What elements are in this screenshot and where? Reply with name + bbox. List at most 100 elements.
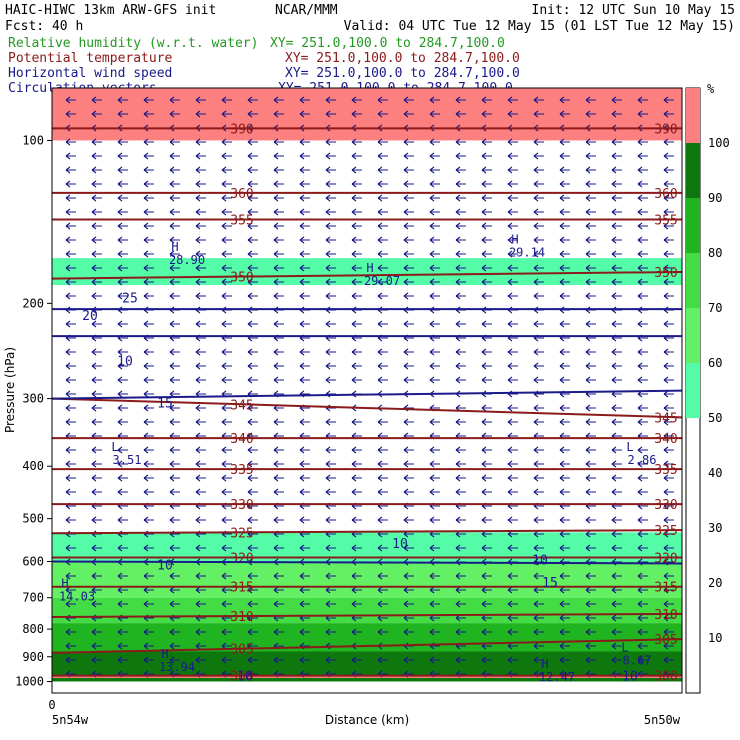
wind-vector <box>91 376 102 384</box>
wind-vector <box>663 404 674 412</box>
y-tick-label: 1000 <box>15 675 44 689</box>
wind-vector <box>429 362 440 370</box>
wind-vector <box>611 488 622 496</box>
wind-vector <box>481 292 492 300</box>
wind-vector <box>143 348 154 356</box>
wind-vector <box>247 222 258 230</box>
wind-vector <box>611 474 622 482</box>
wind-vector <box>195 292 206 300</box>
wind-vector <box>221 138 232 146</box>
wind-vector <box>325 656 336 664</box>
wind-vector <box>377 180 388 188</box>
wind-vector <box>611 418 622 426</box>
wind-vector <box>377 96 388 104</box>
wind-vector <box>169 572 180 580</box>
wind-vector <box>273 278 284 286</box>
wind-vector <box>195 278 206 286</box>
wind-vector <box>637 530 648 538</box>
wind-vector <box>195 446 206 454</box>
wind-vector <box>559 656 570 664</box>
wind-vector <box>611 530 622 538</box>
model-title: HAIC-HIWC 13km ARW-GFS init <box>5 3 216 18</box>
wind-vector <box>299 362 310 370</box>
wind-vector <box>143 362 154 370</box>
wind-vector <box>273 516 284 524</box>
wind-vector <box>221 544 232 552</box>
wind-vector <box>143 166 154 174</box>
rh-band <box>52 675 682 678</box>
wind-vector <box>273 446 284 454</box>
wind-vector <box>637 474 648 482</box>
wind-vector <box>221 404 232 412</box>
wind-vector <box>91 180 102 188</box>
wind-vector <box>221 418 232 426</box>
wind-vector <box>247 138 258 146</box>
wind-vector <box>351 320 362 328</box>
theta-contour-label: 345 <box>654 411 677 426</box>
wind-vector <box>299 138 310 146</box>
wind-vector <box>247 348 258 356</box>
wind-vector <box>663 292 674 300</box>
wind-vector <box>169 236 180 244</box>
wind-vector <box>143 600 154 608</box>
wind-vector <box>559 600 570 608</box>
wind-vector <box>559 180 570 188</box>
x-start-label: 5n54w <box>52 713 89 727</box>
wind-vector <box>221 600 232 608</box>
wind-vector <box>91 208 102 216</box>
wind-vector <box>273 656 284 664</box>
wind-vector <box>91 460 102 468</box>
theta-contour-label: 305 <box>230 643 253 658</box>
wind-vector <box>143 194 154 202</box>
init-label: Init: 12 UTC Sun 10 May 15 <box>532 3 736 18</box>
wind-vector <box>507 418 518 426</box>
wind-vector <box>195 138 206 146</box>
wind-vector <box>429 460 440 468</box>
wind-vector <box>169 544 180 552</box>
wind-vector <box>585 194 596 202</box>
wind-vector <box>65 544 76 552</box>
wind-vector <box>507 166 518 174</box>
wind-speed-label: 10 <box>392 537 408 552</box>
wind-vector <box>351 138 362 146</box>
wind-vector <box>377 376 388 384</box>
wind-vector <box>507 446 518 454</box>
wind-vector <box>117 446 128 454</box>
wind-vector <box>247 320 258 328</box>
wind-vector <box>91 362 102 370</box>
wind-vector <box>403 600 414 608</box>
wind-vector <box>637 138 648 146</box>
colorbar-tick-label: 30 <box>708 521 722 535</box>
wind-vector <box>117 320 128 328</box>
wind-vector <box>481 250 492 258</box>
extremum-type: H <box>171 240 178 254</box>
wind-vector <box>299 236 310 244</box>
wind-vector <box>585 222 596 230</box>
wind-vector <box>273 194 284 202</box>
wind-vector <box>637 418 648 426</box>
wind-vector <box>325 600 336 608</box>
wind-vector <box>533 236 544 244</box>
wind-vector <box>91 264 102 272</box>
theta-contour-label: 340 <box>654 432 677 447</box>
wind-vector <box>403 166 414 174</box>
wind-vector <box>637 208 648 216</box>
wind-vector <box>273 600 284 608</box>
wind-vector <box>299 600 310 608</box>
wind-vector <box>377 418 388 426</box>
wind-vector <box>377 208 388 216</box>
wind-vector <box>169 222 180 230</box>
wind-vector <box>247 264 258 272</box>
wind-vector <box>247 236 258 244</box>
wind-vector <box>143 208 154 216</box>
wind-vector <box>533 264 544 272</box>
wind-vector <box>611 376 622 384</box>
wind-vector <box>273 152 284 160</box>
wind-vector <box>221 446 232 454</box>
source-label: NCAR/MMM <box>275 3 338 18</box>
wind-vector <box>533 138 544 146</box>
wind-vector <box>273 628 284 636</box>
wind-vector <box>533 418 544 426</box>
wind-vector <box>91 236 102 244</box>
wind-vector <box>481 628 492 636</box>
